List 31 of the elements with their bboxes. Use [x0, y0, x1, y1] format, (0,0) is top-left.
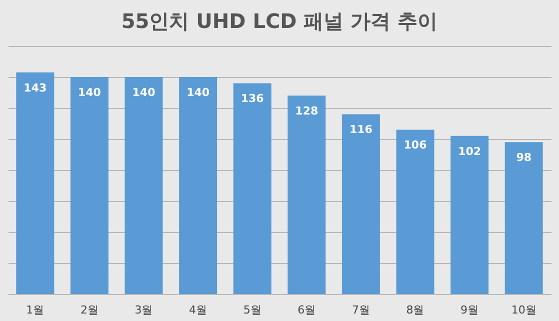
data-label: 140 — [132, 86, 156, 99]
bar — [179, 77, 218, 294]
chart-title: 55인치 UHD LCD 패널 가격 추이 — [121, 9, 438, 33]
data-label: 102 — [458, 144, 482, 158]
bar — [342, 114, 380, 294]
data-label: 140 — [78, 86, 102, 99]
x-tick-label: 4월 — [189, 304, 208, 316]
x-tick-label: 9월 — [460, 304, 479, 316]
x-tick-label: 8월 — [406, 304, 424, 316]
bar — [450, 136, 489, 294]
x-tick-label: 3월 — [134, 304, 153, 316]
bar — [504, 142, 543, 294]
x-tick-label: 5월 — [243, 304, 262, 316]
bar — [396, 130, 434, 294]
bar — [16, 72, 54, 294]
x-tick-label: 1월 — [26, 304, 44, 316]
x-tick-label: 6월 — [298, 304, 316, 316]
x-tick-label: 7월 — [352, 304, 370, 316]
data-label: 143 — [24, 81, 47, 94]
data-label: 106 — [404, 138, 428, 152]
data-label: 128 — [295, 104, 318, 118]
data-label: 140 — [186, 86, 210, 99]
bar — [288, 96, 326, 294]
x-tick-label: 2월 — [80, 304, 98, 316]
x-tick-label: 10월 — [511, 304, 536, 316]
bar — [70, 77, 108, 294]
bar — [124, 77, 163, 294]
data-label: 98 — [516, 151, 532, 164]
data-label: 116 — [349, 123, 373, 136]
data-label: 136 — [240, 92, 264, 106]
bar — [233, 83, 272, 294]
